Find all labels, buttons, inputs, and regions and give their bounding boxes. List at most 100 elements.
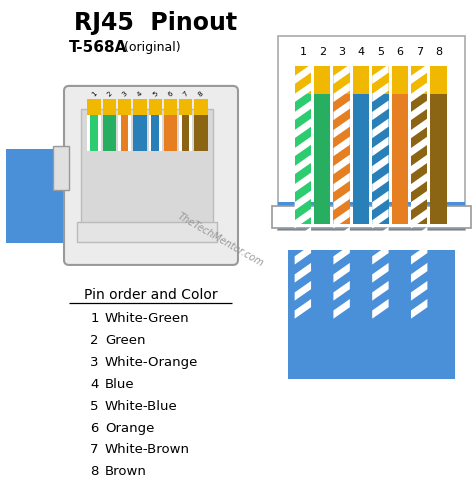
Polygon shape — [333, 245, 350, 265]
Bar — [179, 99, 192, 115]
Text: 4: 4 — [357, 47, 365, 57]
Bar — [179, 115, 192, 151]
Polygon shape — [372, 82, 389, 102]
Bar — [295, 66, 311, 94]
Polygon shape — [333, 137, 350, 156]
Bar — [133, 115, 146, 151]
Polygon shape — [372, 263, 389, 283]
Polygon shape — [295, 82, 311, 102]
Bar — [91, 115, 98, 151]
Bar — [164, 115, 177, 151]
Polygon shape — [333, 118, 350, 138]
Text: White-Green: White-Green — [105, 312, 190, 325]
Polygon shape — [372, 281, 389, 300]
Polygon shape — [411, 137, 428, 156]
Bar — [314, 66, 330, 94]
Text: White-Orange: White-Orange — [105, 356, 198, 369]
Polygon shape — [411, 281, 428, 300]
Bar — [103, 99, 116, 115]
Bar — [353, 94, 369, 224]
Bar — [295, 94, 311, 224]
Polygon shape — [295, 263, 311, 283]
Text: 2: 2 — [106, 90, 113, 98]
Bar — [148, 99, 162, 115]
Bar — [333, 94, 350, 224]
Text: Pin order and Color: Pin order and Color — [84, 288, 217, 302]
Polygon shape — [295, 118, 311, 138]
Polygon shape — [372, 245, 389, 265]
Text: 2: 2 — [319, 47, 326, 57]
Polygon shape — [333, 82, 350, 102]
Bar — [278, 202, 465, 230]
Text: 6: 6 — [91, 421, 99, 434]
Bar — [81, 109, 213, 223]
Bar — [194, 115, 208, 151]
Polygon shape — [372, 100, 389, 120]
Bar — [353, 66, 369, 94]
Bar — [87, 99, 100, 115]
Text: 8: 8 — [197, 90, 205, 98]
Polygon shape — [372, 118, 389, 138]
Polygon shape — [333, 155, 350, 174]
Bar — [392, 94, 408, 224]
Text: 2: 2 — [91, 334, 99, 347]
Text: 3: 3 — [91, 356, 99, 369]
Bar — [103, 115, 116, 151]
Polygon shape — [372, 173, 389, 193]
Polygon shape — [333, 227, 350, 246]
Text: 7: 7 — [91, 444, 99, 457]
FancyBboxPatch shape — [64, 86, 238, 265]
Bar — [53, 146, 69, 191]
Polygon shape — [411, 173, 428, 193]
Bar — [372, 94, 389, 224]
Text: 4: 4 — [136, 90, 144, 98]
Bar — [6, 149, 111, 243]
Polygon shape — [411, 65, 428, 84]
Polygon shape — [372, 209, 389, 228]
Text: 3: 3 — [338, 47, 345, 57]
Bar — [333, 66, 350, 94]
Text: (original): (original) — [120, 41, 181, 53]
Polygon shape — [333, 65, 350, 84]
Bar — [430, 66, 447, 94]
Polygon shape — [295, 245, 311, 265]
Text: 1: 1 — [91, 90, 98, 98]
Text: TheTechMentor.com: TheTechMentor.com — [175, 211, 265, 269]
Bar — [152, 115, 159, 151]
Text: 1: 1 — [300, 47, 306, 57]
Text: Brown: Brown — [105, 465, 146, 478]
Bar — [118, 99, 131, 115]
Text: 6: 6 — [167, 90, 174, 98]
Text: Green: Green — [105, 334, 145, 347]
Polygon shape — [411, 209, 428, 228]
Text: 3: 3 — [121, 90, 128, 98]
Text: 6: 6 — [396, 47, 403, 57]
Bar — [182, 115, 190, 151]
Text: 8: 8 — [435, 47, 442, 57]
Bar — [133, 99, 146, 115]
Text: 7: 7 — [416, 47, 423, 57]
Bar — [288, 250, 455, 380]
Text: White-Blue: White-Blue — [105, 400, 178, 413]
Bar — [392, 66, 408, 94]
Text: 1: 1 — [91, 312, 99, 325]
Polygon shape — [411, 299, 428, 319]
Polygon shape — [333, 281, 350, 300]
Bar — [87, 115, 100, 151]
Polygon shape — [372, 65, 389, 84]
Polygon shape — [295, 281, 311, 300]
Polygon shape — [295, 227, 311, 246]
Bar — [118, 115, 131, 151]
Bar — [164, 99, 177, 115]
Polygon shape — [411, 245, 428, 265]
Text: 5: 5 — [377, 47, 384, 57]
Text: 5: 5 — [152, 90, 159, 98]
Polygon shape — [411, 227, 428, 246]
Text: 4: 4 — [91, 378, 99, 391]
Bar — [372, 66, 389, 94]
Polygon shape — [295, 173, 311, 193]
Bar — [148, 115, 162, 151]
Polygon shape — [295, 137, 311, 156]
Polygon shape — [295, 191, 311, 210]
Text: White-Brown: White-Brown — [105, 444, 190, 457]
